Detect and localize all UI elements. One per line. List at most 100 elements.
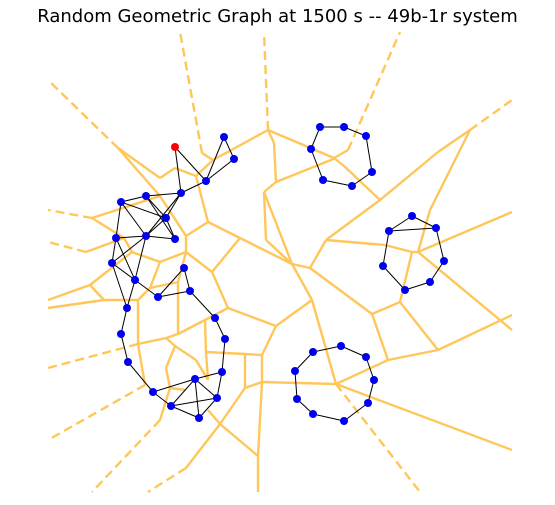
graph-edge — [435, 227, 445, 262]
blue-node — [362, 353, 370, 361]
graph-edge — [294, 351, 314, 372]
voronoi-edge — [387, 348, 439, 362]
graph-edge — [111, 262, 136, 281]
graph-edge — [115, 201, 122, 239]
voronoi-edge — [47, 283, 91, 302]
blue-node — [385, 227, 393, 235]
graph-edge — [111, 262, 128, 309]
graph-edge — [343, 402, 369, 422]
blue-node — [364, 399, 372, 407]
voronoi-edge — [428, 129, 472, 211]
blue-node — [167, 402, 175, 410]
voronoi-edge — [417, 251, 513, 331]
voronoi-edge — [47, 79, 119, 149]
voronoi-edge — [117, 147, 161, 179]
voronoi-edge — [325, 199, 381, 241]
graph-edge — [194, 378, 200, 419]
voronoi-edge — [91, 194, 161, 220]
voronoi-edge — [333, 148, 349, 160]
figure-title: Random Geometric Graph at 1500 s -- 49b-… — [37, 6, 518, 27]
blue-node — [221, 335, 229, 343]
voronoi-edge — [158, 195, 188, 237]
blue-node — [177, 189, 185, 197]
graph-edge — [115, 235, 147, 239]
voronoi-edge — [164, 345, 177, 369]
graph-edge — [322, 179, 353, 187]
voronoi-edge — [469, 99, 513, 131]
graph-edge — [145, 235, 176, 240]
voronoi-edge — [244, 380, 263, 390]
graph-edge — [205, 136, 225, 182]
graph-edge — [134, 235, 147, 281]
graph-edge — [310, 148, 324, 181]
voronoi-edge — [343, 165, 381, 201]
graph-edge — [429, 260, 445, 283]
blue-node — [218, 368, 226, 376]
voronoi-layer — [47, 31, 513, 494]
voronoi-edge — [178, 31, 204, 154]
edge-layer — [111, 126, 445, 422]
voronoi-edge — [174, 345, 197, 361]
graph-edge — [120, 333, 129, 363]
graph-edge — [198, 397, 218, 419]
graph-edge — [312, 345, 342, 353]
voronoi-edge — [335, 383, 421, 493]
blue-node — [309, 348, 317, 356]
voronoi-edge — [164, 367, 172, 389]
voronoi-edge — [256, 381, 264, 457]
voronoi-edge — [335, 382, 513, 452]
blue-node — [230, 155, 238, 163]
voronoi-edge — [185, 220, 209, 238]
graph-edge — [115, 237, 136, 281]
voronoi-edge — [333, 157, 345, 167]
voronoi-edge — [159, 250, 187, 264]
voronoi-edge — [267, 128, 335, 160]
blue-node — [293, 395, 301, 403]
graph-edge — [157, 290, 191, 298]
graph-edge — [174, 146, 207, 182]
graph-edge — [382, 230, 390, 267]
red-node — [171, 143, 179, 151]
graph-edge — [170, 378, 196, 407]
voronoi-edge — [177, 318, 206, 336]
voronoi-edge — [47, 342, 139, 370]
blue-node — [202, 177, 210, 185]
graph-edge — [194, 378, 218, 399]
blue-node — [108, 259, 116, 267]
graph-edge — [312, 413, 345, 422]
voronoi-edge — [262, 31, 270, 131]
voronoi-edge — [219, 423, 259, 457]
voronoi-edge — [308, 239, 328, 269]
voronoi-edge — [207, 409, 221, 425]
voronoi-edge — [203, 319, 208, 353]
graph-edge — [165, 192, 182, 219]
graph-edge — [170, 397, 218, 407]
blue-node — [191, 375, 199, 383]
voronoi-edge — [165, 337, 176, 347]
graph-edge — [189, 290, 216, 319]
voronoi-edge — [201, 151, 214, 162]
blue-node — [149, 388, 157, 396]
graph-edge — [404, 281, 431, 291]
blue-node — [220, 133, 228, 141]
blue-node — [186, 287, 194, 295]
voronoi-edge — [169, 386, 187, 392]
voronoi-edge — [370, 313, 390, 361]
graph-edge — [145, 192, 182, 237]
blue-node — [316, 123, 324, 131]
voronoi-edge — [260, 325, 278, 356]
voronoi-edge — [417, 210, 513, 254]
voronoi-edge — [91, 419, 161, 493]
graph-edge — [120, 195, 147, 203]
voronoi-edge — [136, 343, 147, 386]
voronoi-edge — [371, 300, 401, 316]
blue-node — [291, 367, 299, 375]
graph-edge — [145, 195, 167, 219]
voronoi-edge — [205, 350, 246, 356]
blue-node — [307, 145, 315, 153]
graph-edge — [365, 356, 375, 381]
graph-edge — [382, 265, 406, 291]
voronoi-edge — [310, 299, 338, 385]
graph-edge — [194, 371, 223, 380]
